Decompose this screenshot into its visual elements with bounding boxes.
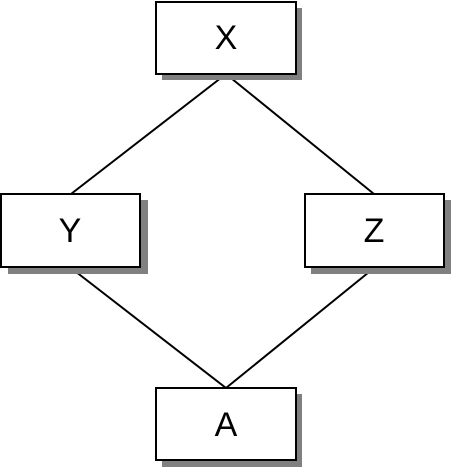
node-a-label: A bbox=[215, 406, 238, 444]
node-z: Z bbox=[304, 193, 451, 274]
node-y: Y bbox=[0, 193, 148, 274]
edge-z-a bbox=[225, 267, 375, 389]
node-z-label: Z bbox=[364, 212, 385, 250]
node-y-box bbox=[0, 193, 141, 268]
node-a-box bbox=[155, 387, 297, 461]
edge-x-z bbox=[225, 73, 375, 195]
node-a: A bbox=[155, 387, 302, 467]
node-z-box bbox=[304, 193, 445, 268]
edge-y-a bbox=[70, 267, 227, 389]
node-x-box bbox=[155, 1, 297, 75]
edge-x-y bbox=[70, 73, 227, 195]
node-x-label: X bbox=[215, 19, 238, 57]
node-x: X bbox=[155, 1, 302, 80]
node-y-label: Y bbox=[59, 212, 82, 250]
edges bbox=[70, 73, 375, 389]
